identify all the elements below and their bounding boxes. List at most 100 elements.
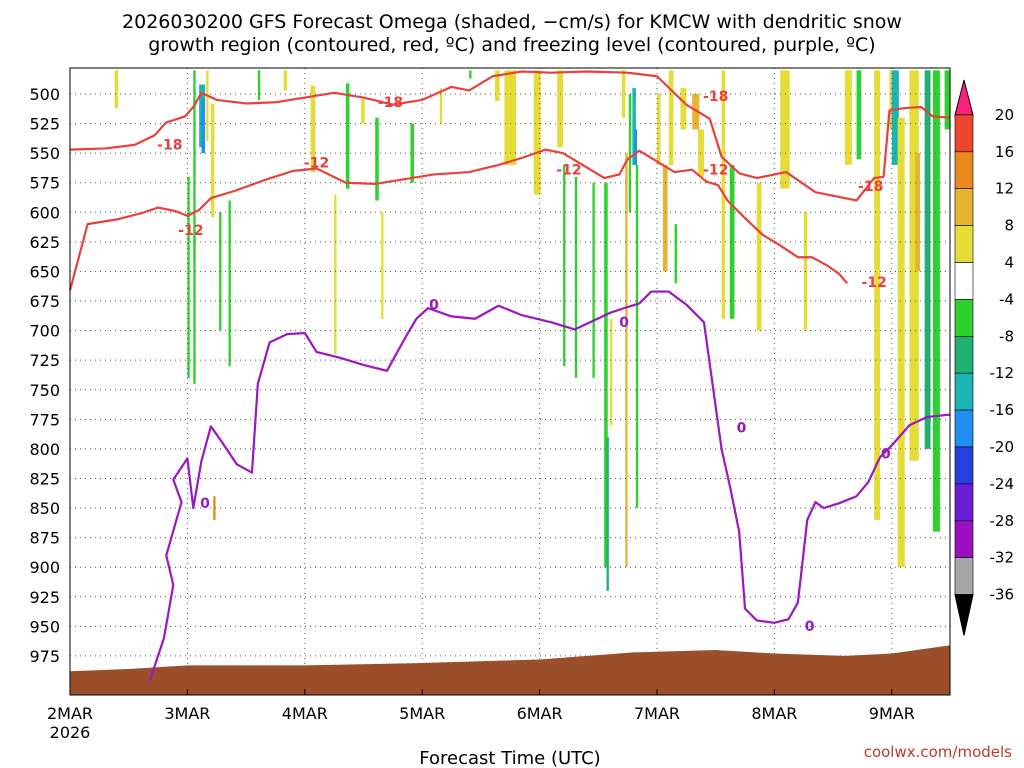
omega-patch bbox=[909, 70, 919, 461]
contour-label: -12 bbox=[304, 155, 329, 171]
terrain-fill bbox=[70, 645, 951, 695]
omega-patch bbox=[563, 164, 566, 367]
omega-patch bbox=[213, 496, 216, 520]
x-tick-label: 9MAR bbox=[869, 704, 915, 723]
colorbar-segment bbox=[954, 483, 974, 522]
omega-patch bbox=[557, 70, 564, 148]
omega-patch bbox=[729, 164, 735, 319]
omega-patch bbox=[345, 83, 350, 189]
colorbar-label: 16 bbox=[995, 143, 1014, 161]
credit-text: coolwx.com/models bbox=[864, 743, 1012, 761]
y-tick-label: 900 bbox=[29, 558, 60, 577]
omega-patch bbox=[193, 70, 196, 260]
grid-layer bbox=[70, 68, 950, 695]
colorbar-segment bbox=[954, 409, 974, 448]
colorbar-segment bbox=[954, 557, 974, 595]
colorbar-segment bbox=[954, 446, 974, 485]
omega-patch bbox=[381, 212, 384, 319]
contour-label-layer: -18 -18 -18 -18 -12 -12 -12 -12 -12 0 0 0 0 0 0 bbox=[157, 89, 891, 635]
y-tick-label: 675 bbox=[29, 292, 60, 311]
y-tick-label: 525 bbox=[29, 115, 60, 134]
colorbar-label: -24 bbox=[990, 475, 1015, 493]
colorbar-segment bbox=[954, 114, 974, 153]
colorbar-segment bbox=[954, 520, 974, 558]
omega-patch bbox=[897, 117, 905, 568]
omega-patch bbox=[625, 153, 628, 568]
contour-label: 0 bbox=[619, 315, 629, 331]
omega-patch bbox=[187, 176, 190, 378]
omega-patch bbox=[494, 70, 500, 102]
colorbar-segment bbox=[954, 188, 974, 226]
colorbar-segment bbox=[954, 262, 974, 300]
contour-label: 0 bbox=[805, 619, 815, 635]
chart-title-line-1: 2026030200 GFS Forecast Omega (shaded, −… bbox=[122, 11, 902, 33]
colorbar-segment bbox=[954, 151, 974, 190]
omega-patch bbox=[856, 70, 862, 160]
y-tick-label: 850 bbox=[29, 499, 60, 518]
y-tick-label: 650 bbox=[29, 262, 60, 281]
y-tick-label: 775 bbox=[29, 410, 60, 429]
contour-label: 0 bbox=[737, 420, 747, 436]
omega-patch bbox=[628, 94, 632, 213]
colorbar-label: -12 bbox=[990, 364, 1015, 382]
omega-patch bbox=[606, 437, 609, 591]
freezing-level-contour-line bbox=[148, 290, 951, 682]
colorbar-label: -32 bbox=[990, 549, 1015, 567]
omega-patch bbox=[632, 88, 636, 165]
omega-patch bbox=[932, 70, 940, 532]
contour-label: 0 bbox=[881, 446, 891, 462]
omega-patch bbox=[915, 153, 920, 272]
colorbar-segment bbox=[954, 299, 974, 337]
omega-shading-layer bbox=[114, 70, 951, 591]
dgz-contour-line bbox=[69, 70, 951, 202]
colorbar-label: -4 bbox=[999, 290, 1014, 308]
colorbar-label: -20 bbox=[990, 438, 1015, 456]
chart-title-line-2: growth region (contoured, red, ºC) and f… bbox=[148, 34, 875, 56]
y-tick-label: 750 bbox=[29, 381, 60, 400]
colorbar-label: -36 bbox=[990, 586, 1015, 604]
dgz-contour-line bbox=[68, 148, 849, 291]
y-tick-label: 625 bbox=[29, 233, 60, 252]
omega-patch bbox=[574, 176, 578, 378]
contour-label: 0 bbox=[200, 496, 210, 512]
omega-patch bbox=[889, 70, 893, 130]
omega-patch bbox=[410, 123, 414, 183]
colorbar-label: -16 bbox=[990, 401, 1015, 419]
omega-patch bbox=[283, 70, 288, 91]
omega-patch bbox=[692, 94, 700, 130]
y-tick-label: 725 bbox=[29, 351, 60, 370]
omega-patch bbox=[201, 99, 206, 154]
x-axis-label: Forecast Time (UTC) bbox=[419, 748, 600, 768]
colorbar: 20 16 12 8 4 -4 -8 -12 -16 -20 -24 -28 -32 -36 bbox=[954, 79, 1015, 636]
omega-patch bbox=[533, 70, 541, 195]
x-tick-label: 5MAR bbox=[399, 704, 445, 723]
omega-patch bbox=[592, 182, 595, 378]
omega-patch bbox=[206, 70, 209, 142]
omega-patch bbox=[310, 85, 316, 173]
omega-patch bbox=[844, 70, 852, 165]
colorbar-label: 8 bbox=[1004, 217, 1014, 235]
omega-patch bbox=[604, 182, 608, 568]
colorbar-label: 20 bbox=[995, 106, 1014, 124]
y-tick-label: 875 bbox=[29, 529, 60, 548]
contour-label: -18 bbox=[157, 138, 182, 154]
colorbar-bottom-arrow bbox=[954, 594, 974, 636]
colorbar-label: -28 bbox=[990, 512, 1015, 530]
omega-patch bbox=[698, 129, 704, 177]
contour-layer bbox=[68, 70, 951, 682]
omega-patch bbox=[874, 70, 881, 520]
y-axis-tick-labels: 500 525 550 575 600 625 650 675 700 725 750 775 800 8… bbox=[29, 85, 60, 666]
omega-patch bbox=[610, 318, 613, 426]
omega-patch bbox=[210, 103, 215, 218]
omega-patch bbox=[680, 88, 687, 130]
plot-frame bbox=[69, 67, 951, 696]
omega-patch bbox=[891, 70, 899, 165]
y-tick-label: 600 bbox=[29, 203, 60, 222]
omega-patch bbox=[361, 98, 365, 124]
colorbar-segment bbox=[954, 225, 974, 263]
omega-patch bbox=[944, 70, 951, 130]
x-tick-label: 4MAR bbox=[282, 704, 328, 723]
omega-patch bbox=[756, 182, 762, 331]
